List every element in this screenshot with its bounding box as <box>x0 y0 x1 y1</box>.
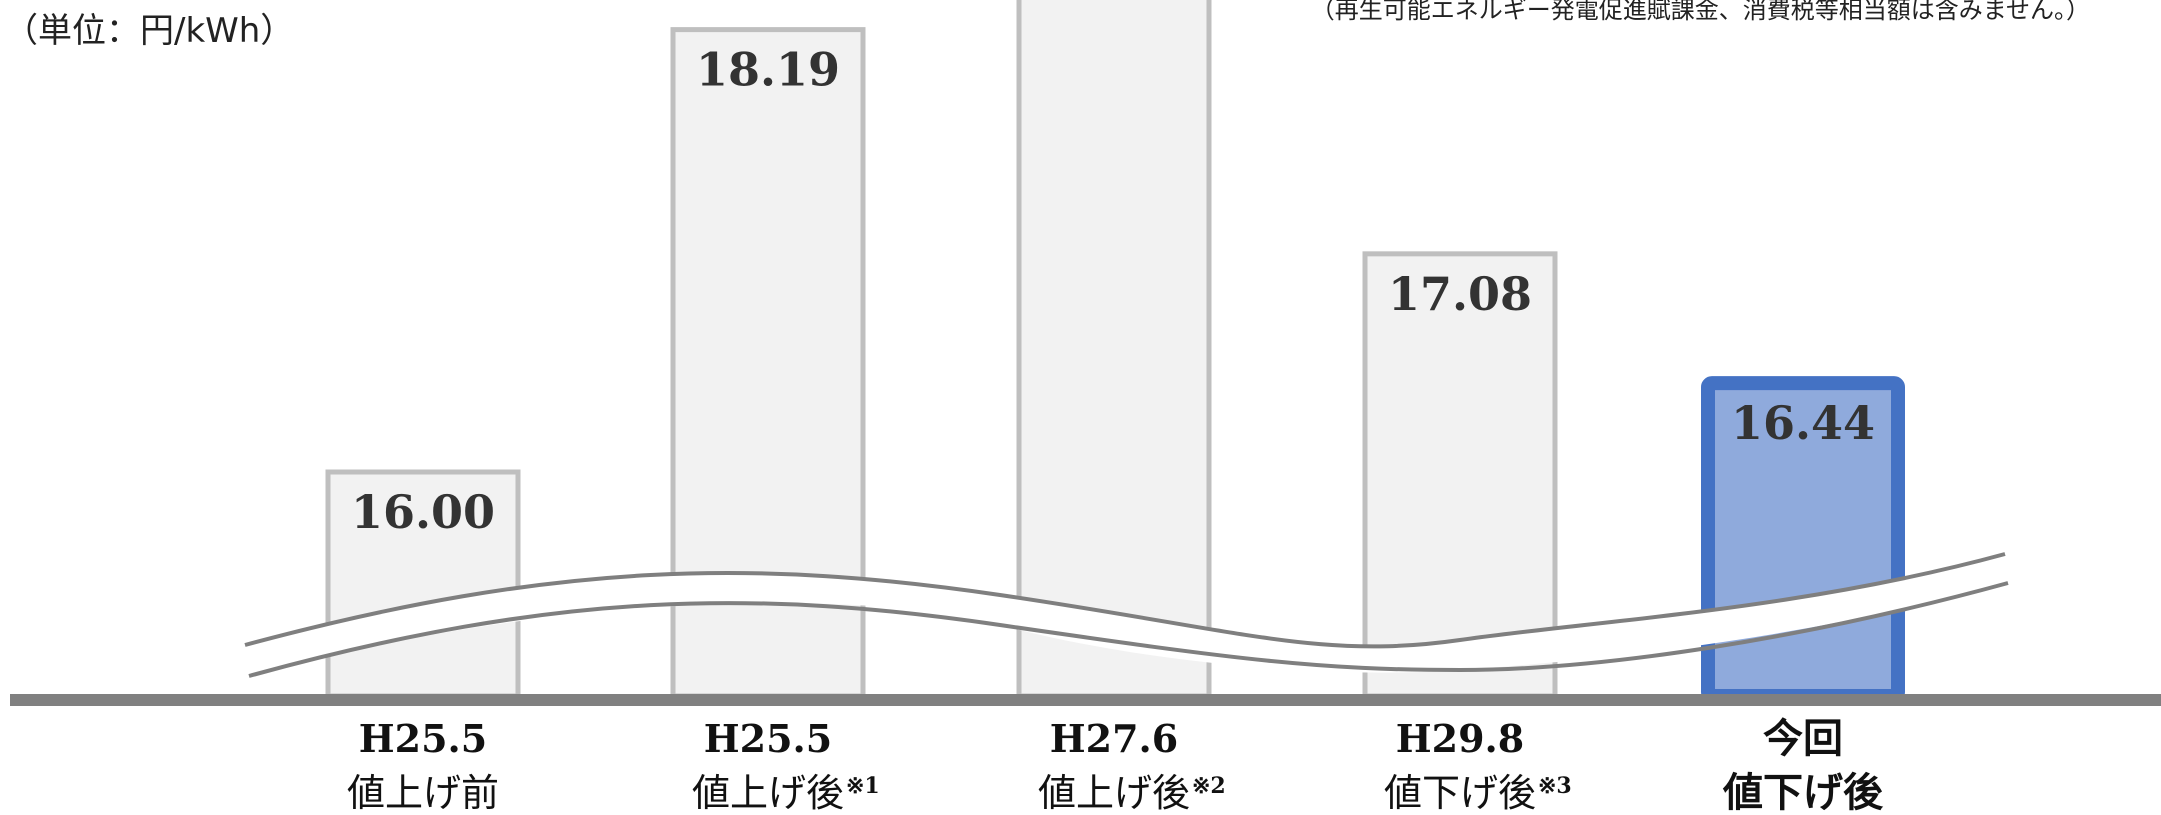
value-label-2: 18.19 <box>696 43 840 97</box>
category-label-3-line1: H27.6 <box>1050 716 1178 761</box>
value-label-5: 16.44 <box>1731 396 1875 450</box>
exclusion-note: （再生可能エネルギー発電促進賦課金、消費税等相当額は含みません。） <box>1311 0 2090 24</box>
category-note-3: ※2 <box>1192 773 1226 799</box>
category-label-2-line1: H25.5 <box>704 716 832 761</box>
category-label-5-line2: 値下げ後 <box>1722 770 1884 815</box>
category-label-3-line2: 値上げ後 <box>1038 771 1190 815</box>
bar-3 <box>1016 0 1212 699</box>
category-note-4: ※3 <box>1538 773 1572 799</box>
axis-break-line-upper <box>244 552 2006 649</box>
axis-break-layer <box>244 552 2009 678</box>
unit-label: （単位：円/kWh） <box>4 11 294 51</box>
category-label-5-line1: 今回 <box>1763 716 1843 762</box>
axis-break-line-lower <box>248 581 2009 678</box>
category-label-1-line1: H25.5 <box>359 716 487 761</box>
category-note-2: ※1 <box>846 773 880 799</box>
category-label-4-line1: H29.8 <box>1396 716 1524 761</box>
value-label-1: 16.00 <box>351 485 495 539</box>
axis-break-gap <box>245 554 2008 676</box>
category-label-1-line2: 値上げ前 <box>347 771 499 815</box>
category-label-2-line2: 値上げ後 <box>692 771 844 815</box>
bar-1 <box>325 469 521 699</box>
value-label-4: 17.08 <box>1388 267 1532 321</box>
bar-4 <box>1362 251 1558 699</box>
category-label-4-line2: 値下げ後 <box>1384 771 1536 815</box>
